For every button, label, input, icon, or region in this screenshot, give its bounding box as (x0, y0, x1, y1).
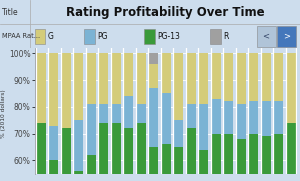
Bar (173, 120, 183, 147)
Text: G: G (48, 32, 54, 41)
Bar (173, 53, 183, 120)
Bar (136, 123, 146, 181)
Bar (61, 128, 70, 181)
Bar (111, 123, 121, 181)
Bar (148, 53, 158, 64)
Bar (186, 53, 196, 104)
Bar (256, 26, 276, 47)
Bar (273, 102, 283, 134)
Bar (273, 53, 283, 102)
Bar (86, 53, 96, 104)
Bar (286, 123, 296, 181)
Bar (86, 155, 96, 181)
Bar (161, 53, 171, 93)
Bar (98, 53, 108, 104)
Bar (210, 29, 220, 44)
Bar (111, 53, 121, 104)
Bar (236, 53, 246, 104)
Bar (161, 93, 171, 144)
Bar (48, 53, 58, 126)
Bar (86, 104, 96, 155)
Bar (48, 160, 58, 181)
Text: <: < (262, 32, 270, 41)
Bar (248, 134, 258, 181)
Bar (98, 123, 108, 181)
Text: PG-13: PG-13 (158, 32, 180, 41)
Bar (211, 134, 220, 181)
Bar (186, 128, 196, 181)
Bar (136, 104, 146, 123)
Bar (48, 126, 58, 160)
Text: R: R (224, 32, 229, 41)
Bar (273, 134, 283, 181)
Bar (36, 123, 46, 181)
Bar (277, 26, 296, 47)
Bar (198, 104, 208, 150)
Bar (236, 139, 246, 181)
Bar (136, 53, 146, 104)
Bar (261, 102, 271, 136)
Bar (148, 147, 158, 181)
Bar (236, 104, 246, 139)
Bar (224, 134, 233, 181)
Bar (198, 150, 208, 181)
Bar (161, 144, 171, 181)
Bar (36, 53, 46, 123)
Bar (248, 102, 258, 134)
Bar (144, 29, 154, 44)
Bar (286, 53, 296, 123)
Bar (74, 171, 83, 181)
Bar (98, 104, 108, 123)
Bar (74, 53, 83, 120)
Text: Title: Title (2, 8, 18, 17)
Bar (248, 53, 258, 102)
Bar (148, 88, 158, 147)
Bar (123, 96, 133, 128)
Bar (84, 29, 94, 44)
Bar (123, 128, 133, 181)
Text: MPAA Rat...: MPAA Rat... (2, 33, 40, 39)
Text: PG: PG (98, 32, 108, 41)
Bar (211, 99, 220, 134)
Text: >: > (283, 32, 290, 41)
Bar (224, 102, 233, 134)
Bar (173, 147, 183, 181)
Bar (61, 53, 70, 128)
Bar (261, 53, 271, 102)
Bar (211, 53, 220, 99)
Bar (224, 53, 233, 102)
Text: % (2010 dollars): % (2010 dollars) (1, 90, 6, 138)
Bar (111, 104, 121, 123)
Bar (148, 64, 158, 88)
Bar (123, 53, 133, 96)
Bar (198, 53, 208, 104)
Bar (34, 29, 45, 44)
Text: Rating Profitability Over Time: Rating Profitability Over Time (66, 6, 264, 19)
Bar (74, 120, 83, 171)
Bar (186, 104, 196, 128)
Bar (261, 136, 271, 181)
